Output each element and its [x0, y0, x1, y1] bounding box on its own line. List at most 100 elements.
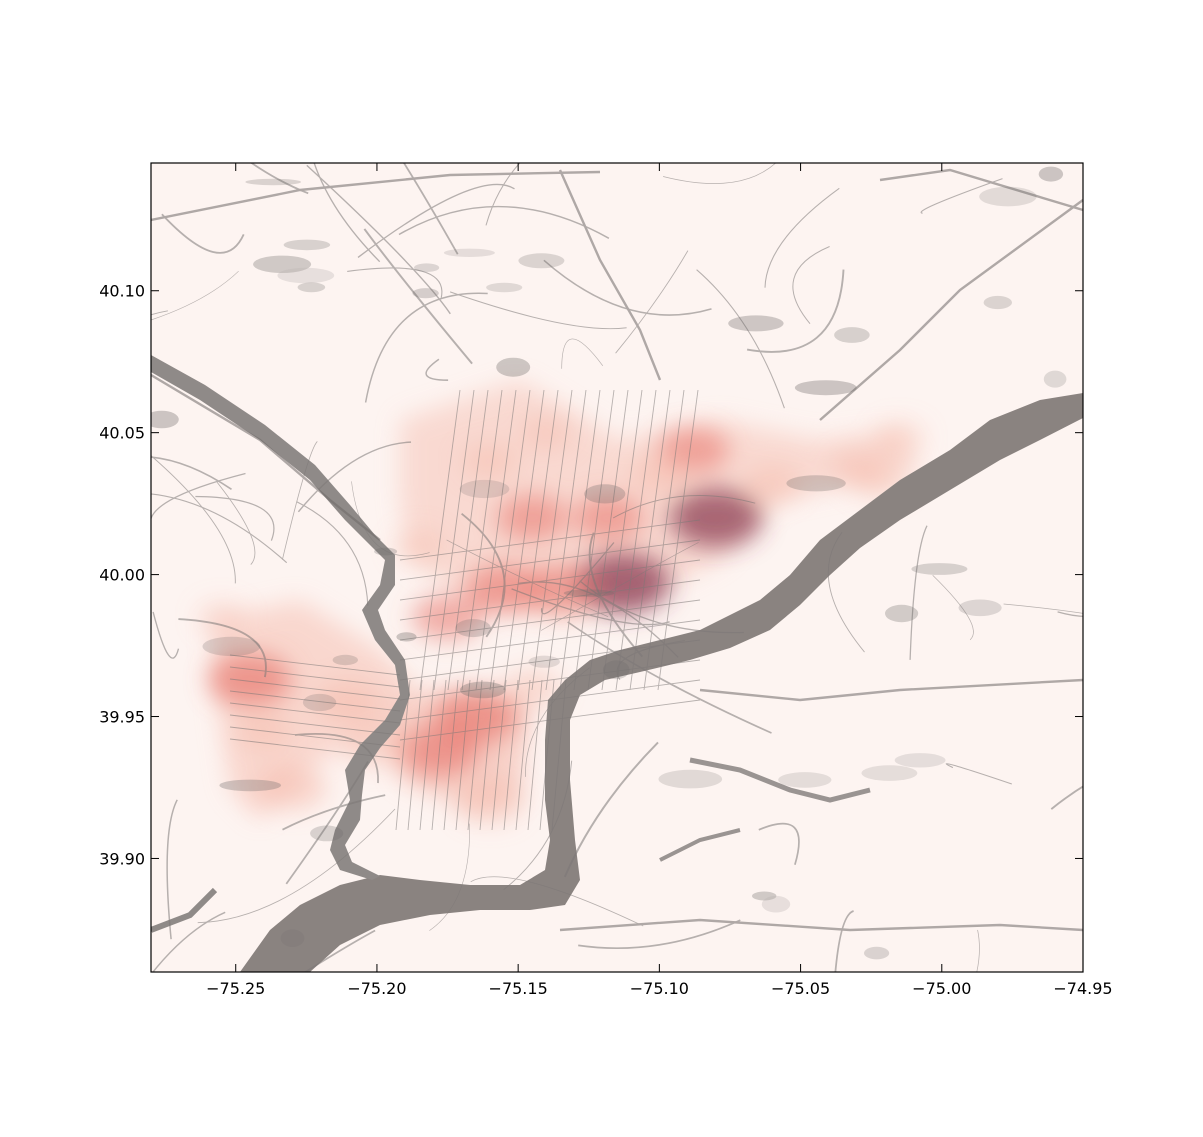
- road-path: [161, 213, 245, 254]
- road-path: [615, 250, 689, 354]
- park-patches: [151, 166, 1067, 960]
- highway: [559, 918, 1083, 932]
- road-path: [178, 618, 267, 678]
- road-path: [151, 270, 239, 321]
- park-patch: [834, 327, 870, 343]
- street-line: [467, 679, 483, 831]
- road-path: [764, 187, 840, 288]
- highway: [819, 199, 1083, 421]
- street-line: [539, 679, 555, 831]
- y-axis: 39.90 39.95 40.00 40.05 40.10: [99, 282, 1083, 868]
- road-path: [402, 163, 459, 255]
- x-tick-label: −75.10: [630, 979, 689, 998]
- park-patch: [443, 248, 495, 257]
- road-path: [347, 267, 443, 299]
- park-patch: [310, 825, 344, 842]
- road-path: [827, 531, 865, 653]
- street-line: [229, 714, 401, 736]
- park-patch: [151, 410, 179, 429]
- street-line: [447, 389, 489, 691]
- road-path: [195, 495, 275, 541]
- heat-hotspot: [198, 602, 246, 633]
- heat-hotspot: [412, 594, 484, 640]
- park-patch: [374, 547, 398, 556]
- road-path: [470, 876, 644, 927]
- park-patch: [283, 239, 331, 251]
- street-line: [229, 702, 401, 724]
- park-patch: [253, 255, 312, 273]
- street-line: [399, 539, 701, 581]
- road-path: [296, 501, 369, 606]
- park-patch: [602, 660, 630, 680]
- park-patch: [894, 753, 946, 768]
- x-tick-label: −75.00: [912, 979, 971, 998]
- street-line: [515, 679, 531, 831]
- street-line: [573, 389, 615, 691]
- street-line: [527, 679, 543, 831]
- park-patch: [861, 765, 918, 781]
- street-line: [503, 389, 545, 691]
- road-path: [612, 495, 756, 519]
- road-path: [525, 667, 590, 777]
- road-path: [363, 228, 473, 365]
- park-patch: [455, 619, 491, 638]
- street-line: [229, 666, 401, 688]
- road-path: [518, 581, 679, 658]
- park-patch: [1038, 166, 1064, 182]
- x-axis: −75.25 −75.20 −75.15 −75.10 −75.05 −75.00 −74.…: [206, 163, 1113, 998]
- road-path: [563, 741, 659, 878]
- x-tick-label: −75.05: [771, 979, 830, 998]
- park-patch: [778, 772, 832, 788]
- road-path: [746, 269, 845, 353]
- road-path: [909, 525, 928, 660]
- axes-frame: [150, 162, 1084, 973]
- road-path: [616, 639, 685, 681]
- road-path: [588, 532, 644, 658]
- street-line: [491, 679, 507, 831]
- road-path: [152, 911, 226, 972]
- road-path: [151, 493, 288, 564]
- park-patch: [658, 769, 723, 789]
- road-path: [834, 910, 855, 972]
- park-patch: [752, 891, 777, 901]
- park-patch: [277, 267, 335, 284]
- heat-hotspot: [208, 653, 292, 707]
- park-patch: [728, 315, 784, 332]
- street-line: [395, 679, 411, 831]
- heat-hotspot: [316, 681, 382, 724]
- y-tick-label: 40.05: [99, 424, 145, 443]
- park-patch: [864, 946, 890, 960]
- street-line: [479, 679, 495, 831]
- highway: [699, 678, 1083, 702]
- street-line: [559, 389, 601, 691]
- x-tick-label: −74.95: [1053, 979, 1112, 998]
- heat-hotspot: [258, 765, 327, 810]
- street-line: [455, 679, 471, 831]
- park-patch: [979, 186, 1037, 207]
- street-line: [615, 389, 657, 691]
- road-path: [920, 178, 1003, 214]
- road-path: [282, 794, 386, 831]
- road-path: [976, 929, 980, 972]
- park-patch: [584, 484, 626, 504]
- y-tick-label: 40.00: [99, 566, 145, 585]
- street-line: [399, 639, 701, 681]
- road-path: [364, 292, 488, 403]
- road-path: [297, 441, 412, 513]
- x-tick-label: −75.20: [347, 979, 406, 998]
- road-path: [151, 456, 232, 490]
- road-path: [485, 163, 521, 226]
- road-path: [541, 542, 615, 615]
- highway: [151, 170, 601, 222]
- delaware-river: [240, 393, 1083, 972]
- road-path: [503, 760, 573, 891]
- park-patch: [297, 282, 326, 293]
- heat-hotspot: [461, 443, 518, 479]
- road-path: [663, 163, 777, 184]
- street-line: [419, 389, 461, 691]
- road-path: [540, 542, 699, 631]
- park-patch: [1043, 370, 1067, 388]
- road-path: [152, 611, 180, 659]
